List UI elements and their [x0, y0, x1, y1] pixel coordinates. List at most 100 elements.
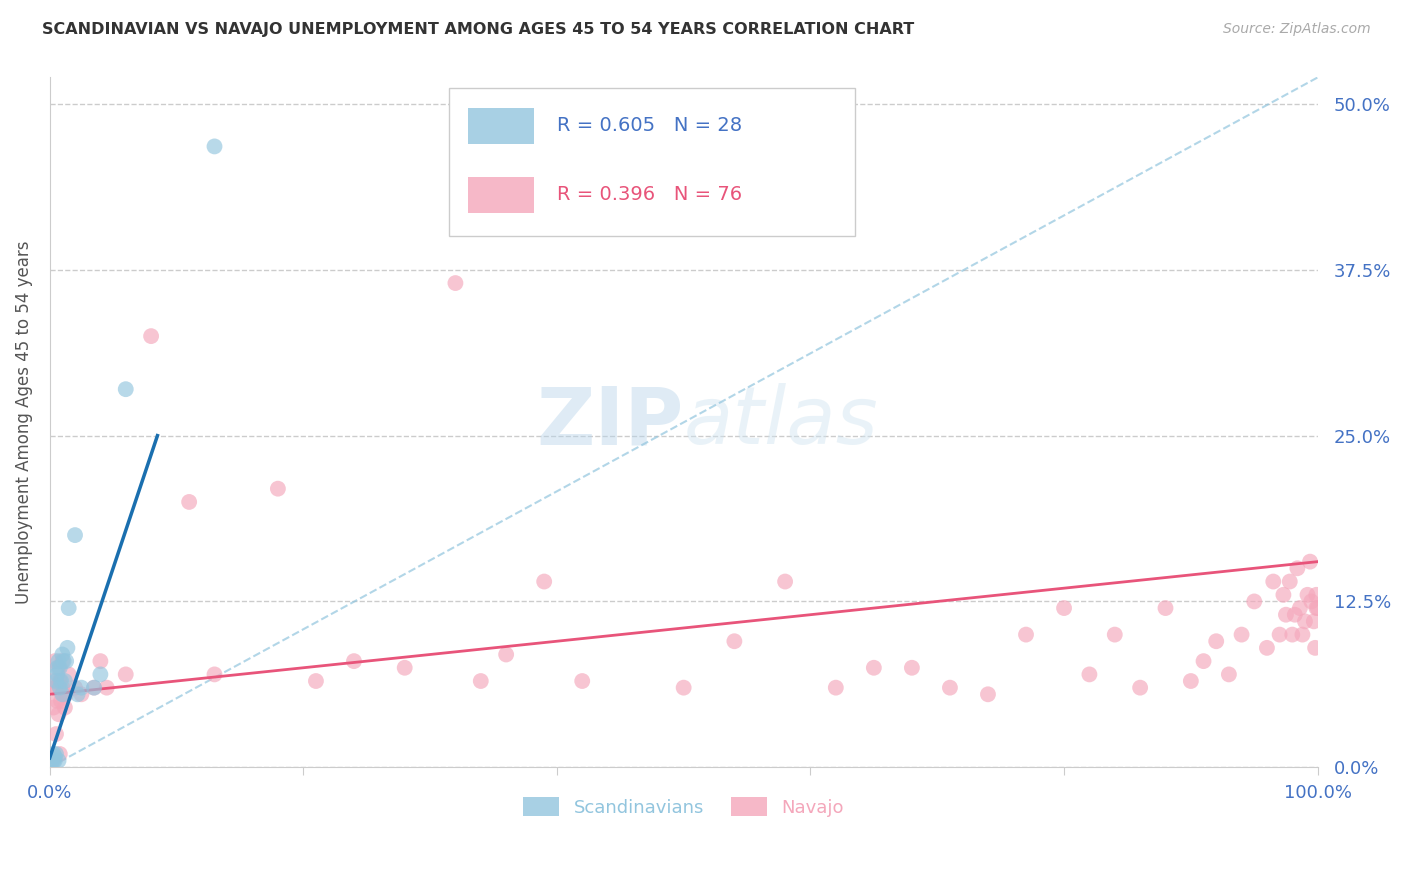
Point	[114, 667, 136, 681]
Point	[139, 329, 162, 343]
Point	[1305, 601, 1327, 615]
Point	[46, 661, 69, 675]
Point	[70, 681, 93, 695]
Point	[444, 276, 467, 290]
Text: R = 0.605   N = 28: R = 0.605 N = 28	[557, 116, 742, 136]
Point	[939, 681, 962, 695]
Point	[1296, 588, 1319, 602]
Point	[49, 681, 72, 695]
Point	[824, 681, 846, 695]
Bar	[468, 177, 534, 212]
Point	[56, 640, 79, 655]
Point	[58, 667, 80, 681]
Point	[1275, 607, 1298, 622]
Point	[51, 654, 73, 668]
Point	[1284, 607, 1306, 622]
Point	[83, 681, 105, 695]
Text: Source: ZipAtlas.com: Source: ZipAtlas.com	[1223, 22, 1371, 37]
Point	[63, 681, 86, 695]
Point	[533, 574, 555, 589]
Point	[44, 749, 66, 764]
Point	[1305, 588, 1327, 602]
Point	[1281, 627, 1303, 641]
Point	[45, 747, 67, 761]
Point	[48, 707, 70, 722]
Point	[343, 654, 366, 668]
Point	[48, 754, 70, 768]
Point	[495, 648, 517, 662]
Point	[204, 667, 226, 681]
Point	[52, 687, 75, 701]
Point	[1230, 627, 1253, 641]
Point	[51, 648, 73, 662]
Point	[44, 681, 66, 695]
Point	[1205, 634, 1227, 648]
Point	[723, 634, 745, 648]
Point	[1272, 588, 1295, 602]
Point	[44, 754, 66, 768]
Point	[179, 495, 201, 509]
Point	[1154, 601, 1177, 615]
Point	[58, 601, 80, 615]
Point	[1291, 627, 1313, 641]
Point	[42, 700, 65, 714]
Point	[49, 673, 72, 688]
Text: R = 0.396   N = 76: R = 0.396 N = 76	[557, 186, 742, 204]
Point	[53, 673, 76, 688]
Point	[1078, 667, 1101, 681]
Point	[1015, 627, 1038, 641]
FancyBboxPatch shape	[449, 87, 855, 236]
Point	[571, 673, 593, 688]
Point	[394, 661, 416, 675]
Point	[48, 654, 70, 668]
Point	[1218, 667, 1240, 681]
Point	[70, 687, 93, 701]
Point	[42, 754, 65, 768]
Point	[66, 687, 89, 701]
Point	[49, 694, 72, 708]
Point	[1278, 574, 1301, 589]
Point	[49, 673, 72, 688]
Point	[96, 681, 118, 695]
Point	[49, 747, 72, 761]
Point	[44, 654, 66, 668]
Point	[672, 681, 695, 695]
Point	[1289, 601, 1312, 615]
Point	[89, 654, 111, 668]
Point	[1286, 561, 1309, 575]
Point	[1303, 640, 1326, 655]
Point	[1306, 601, 1329, 615]
Point	[1104, 627, 1126, 641]
Point	[204, 139, 226, 153]
Point	[114, 382, 136, 396]
Point	[305, 673, 328, 688]
Bar	[468, 108, 534, 144]
Point	[1192, 654, 1215, 668]
Point	[55, 687, 77, 701]
Point	[51, 687, 73, 701]
Point	[1263, 574, 1285, 589]
Point	[48, 661, 70, 675]
Point	[1243, 594, 1265, 608]
Point	[49, 661, 72, 675]
Point	[46, 667, 69, 681]
Point	[1053, 601, 1076, 615]
Point	[1294, 615, 1316, 629]
Point	[977, 687, 1000, 701]
Point	[1129, 681, 1152, 695]
Point	[470, 673, 492, 688]
Point	[1268, 627, 1291, 641]
Point	[41, 673, 63, 688]
Point	[41, 754, 63, 768]
Point	[1301, 594, 1323, 608]
Point	[55, 654, 77, 668]
Point	[52, 654, 75, 668]
Point	[267, 482, 290, 496]
Point	[1256, 640, 1278, 655]
Point	[1180, 673, 1202, 688]
Y-axis label: Unemployment Among Ages 45 to 54 years: Unemployment Among Ages 45 to 54 years	[15, 241, 32, 604]
Point	[83, 681, 105, 695]
Point	[1299, 555, 1322, 569]
Point	[45, 681, 67, 695]
Text: ZIP: ZIP	[537, 384, 683, 461]
